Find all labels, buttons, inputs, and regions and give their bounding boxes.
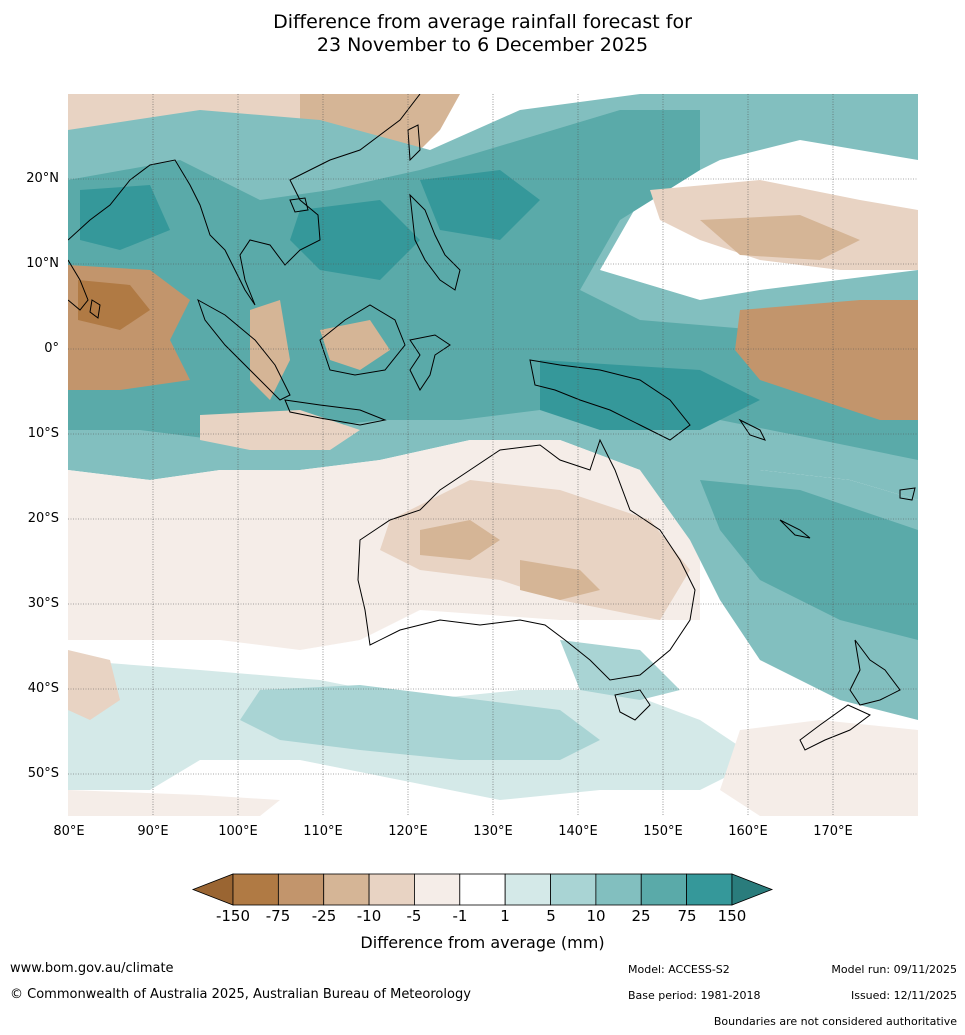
lat-label-40s: 40°S (27, 681, 59, 696)
footer-model-run: Model run: 09/11/2025 (831, 963, 957, 976)
colorbar-swatch (595, 873, 642, 906)
colorbar-label: 75 (677, 907, 697, 925)
lon-label-150e: 150°E (643, 824, 683, 839)
colorbar-label: -5 (406, 907, 422, 925)
footer-copyright: © Commonwealth of Australia 2025, Austra… (10, 987, 471, 1002)
colorbar-swatch (550, 873, 597, 906)
lat-label-20s: 20°S (27, 511, 59, 526)
lon-label-110e: 110°E (303, 824, 343, 839)
colorbar-swatch (686, 873, 733, 906)
colorbar-swatch (323, 873, 370, 906)
colorbar-swatch (459, 873, 506, 906)
lon-label-80e: 80°E (53, 824, 85, 839)
lat-label-10s: 10°S (27, 426, 59, 441)
colorbar-label: 150 (717, 907, 747, 925)
lon-label-130e: 130°E (473, 824, 513, 839)
colorbar-label: -10 (356, 907, 382, 925)
lat-label-50s: 50°S (27, 766, 59, 781)
lat-label-20n: 20°N (26, 171, 59, 186)
colorbar-swatch (414, 873, 461, 906)
lon-label-170e: 170°E (813, 824, 853, 839)
colorbar-label: 10 (586, 907, 606, 925)
footer-boundaries-note: Boundaries are not considered authoritat… (713, 1015, 957, 1028)
colorbar-extend-high (731, 873, 774, 906)
map-title-line2: 23 November to 6 December 2025 (316, 34, 649, 56)
lat-label-0: 0° (44, 341, 59, 356)
footer-url: www.bom.gov.au/climate (10, 961, 174, 976)
footer-base-period: Base period: 1981-2018 (628, 989, 761, 1002)
map-title-line1: Difference from average rainfall forecas… (273, 11, 692, 33)
lat-label-10n: 10°N (26, 256, 59, 271)
colorbar-swatch (232, 873, 279, 906)
colorbar-swatch (368, 873, 415, 906)
colorbar-label: -25 (311, 907, 337, 925)
lon-label-100e: 100°E (218, 824, 258, 839)
lon-label-140e: 140°E (558, 824, 598, 839)
footer-issued: Issued: 12/11/2025 (850, 989, 957, 1002)
colorbar-swatch (640, 873, 687, 906)
colorbar-label: -150 (215, 907, 251, 925)
colorbar-label: 1 (500, 907, 510, 925)
lon-label-90e: 90°E (137, 824, 169, 839)
colorbar (191, 873, 774, 906)
lon-label-160e: 160°E (728, 824, 768, 839)
lat-label-30s: 30°S (27, 596, 59, 611)
colorbar-label: 25 (631, 907, 651, 925)
colorbar-swatch (504, 873, 551, 906)
colorbar-title: Difference from average (mm) (360, 933, 605, 952)
graticule (68, 94, 918, 816)
colorbar-label: -75 (265, 907, 291, 925)
colorbar-extend-low (191, 873, 234, 906)
footer-model: Model: ACCESS-S2 (628, 963, 730, 976)
colorbar-swatch (277, 873, 325, 906)
colorbar-label: -1 (452, 907, 468, 925)
colorbar-label: 5 (546, 907, 556, 925)
coastlines (68, 94, 916, 751)
lon-label-120e: 120°E (388, 824, 428, 839)
